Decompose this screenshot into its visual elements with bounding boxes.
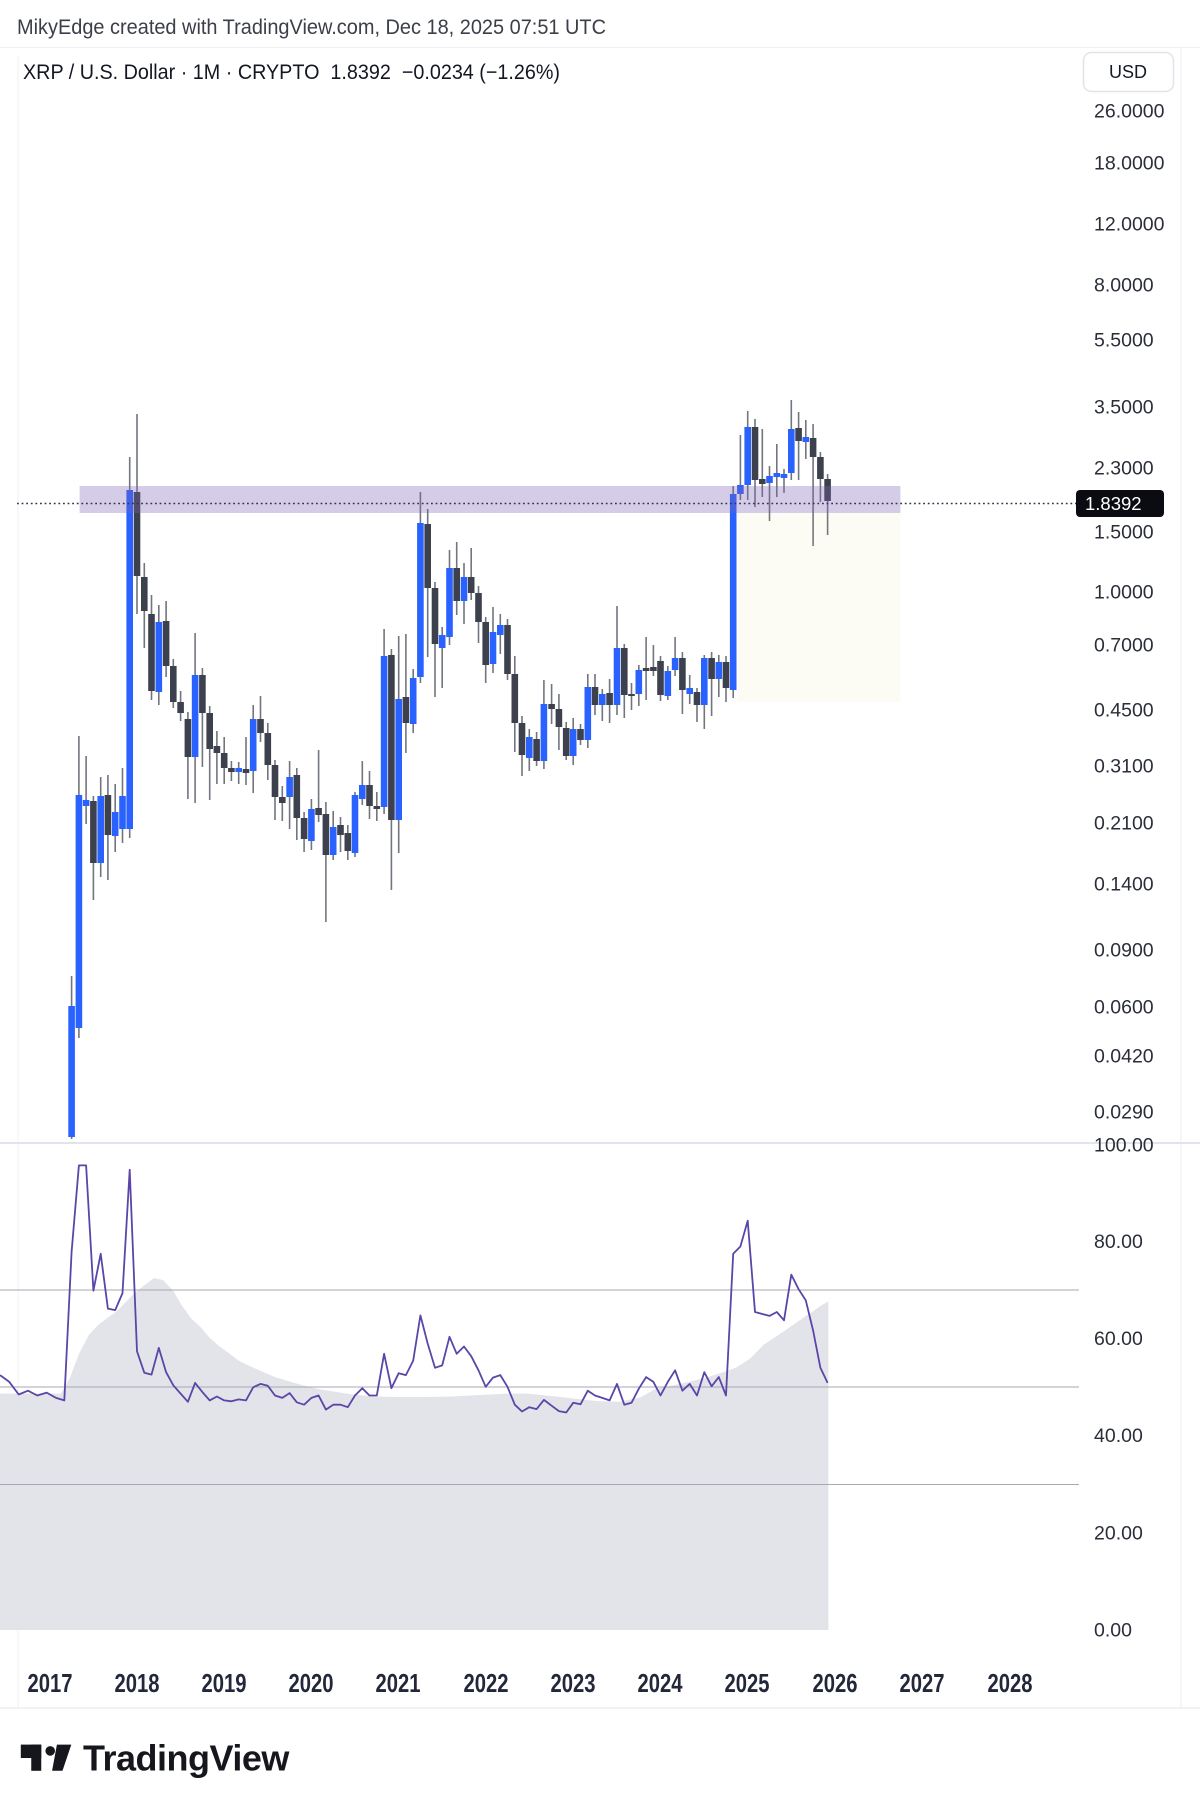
svg-text:0.3100: 0.3100: [1094, 756, 1154, 778]
svg-text:2021: 2021: [376, 1668, 421, 1698]
svg-text:0.4500: 0.4500: [1094, 700, 1154, 722]
svg-text:USD: USD: [1109, 62, 1147, 82]
svg-text:2017: 2017: [28, 1668, 73, 1698]
svg-text:0.00: 0.00: [1094, 1620, 1132, 1642]
svg-text:XRP / U.S. Dollar · 1M · CRYPT: XRP / U.S. Dollar · 1M · CRYPTO 1.8392 −…: [23, 61, 560, 84]
svg-text:TradingView: TradingView: [83, 1738, 290, 1779]
svg-text:8.0000: 8.0000: [1094, 275, 1154, 297]
svg-text:60.00: 60.00: [1094, 1328, 1143, 1350]
svg-text:5.5000: 5.5000: [1094, 330, 1154, 352]
svg-text:2.3000: 2.3000: [1094, 458, 1154, 480]
svg-text:2024: 2024: [638, 1668, 683, 1698]
svg-text:1.0000: 1.0000: [1094, 582, 1154, 604]
svg-text:12.0000: 12.0000: [1094, 214, 1165, 236]
svg-text:0.7000: 0.7000: [1094, 635, 1154, 657]
svg-text:2020: 2020: [289, 1668, 334, 1698]
svg-text:2018: 2018: [115, 1668, 160, 1698]
svg-text:2019: 2019: [202, 1668, 247, 1698]
svg-text:0.0420: 0.0420: [1094, 1046, 1154, 1068]
svg-text:40.00: 40.00: [1094, 1425, 1143, 1447]
svg-text:0.0290: 0.0290: [1094, 1102, 1154, 1124]
svg-text:1.5000: 1.5000: [1094, 522, 1154, 544]
svg-text:0.1400: 0.1400: [1094, 874, 1154, 896]
svg-text:80.00: 80.00: [1094, 1231, 1143, 1253]
svg-text:2026: 2026: [813, 1668, 858, 1698]
svg-text:3.5000: 3.5000: [1094, 397, 1154, 419]
svg-text:2028: 2028: [988, 1668, 1033, 1698]
svg-text:2022: 2022: [464, 1668, 509, 1698]
svg-text:2025: 2025: [725, 1668, 770, 1698]
svg-text:18.0000: 18.0000: [1094, 153, 1165, 175]
svg-text:MikyEdge created with TradingV: MikyEdge created with TradingView.com, D…: [17, 16, 606, 39]
svg-text:26.0000: 26.0000: [1094, 101, 1165, 123]
svg-text:0.2100: 0.2100: [1094, 813, 1154, 835]
svg-text:0.0900: 0.0900: [1094, 940, 1154, 962]
svg-text:0.0600: 0.0600: [1094, 997, 1154, 1019]
svg-text:2027: 2027: [900, 1668, 945, 1698]
svg-text:1.8392: 1.8392: [1085, 493, 1142, 514]
svg-text:20.00: 20.00: [1094, 1523, 1143, 1545]
svg-text:100.00: 100.00: [1094, 1135, 1154, 1157]
svg-text:2023: 2023: [551, 1668, 596, 1698]
